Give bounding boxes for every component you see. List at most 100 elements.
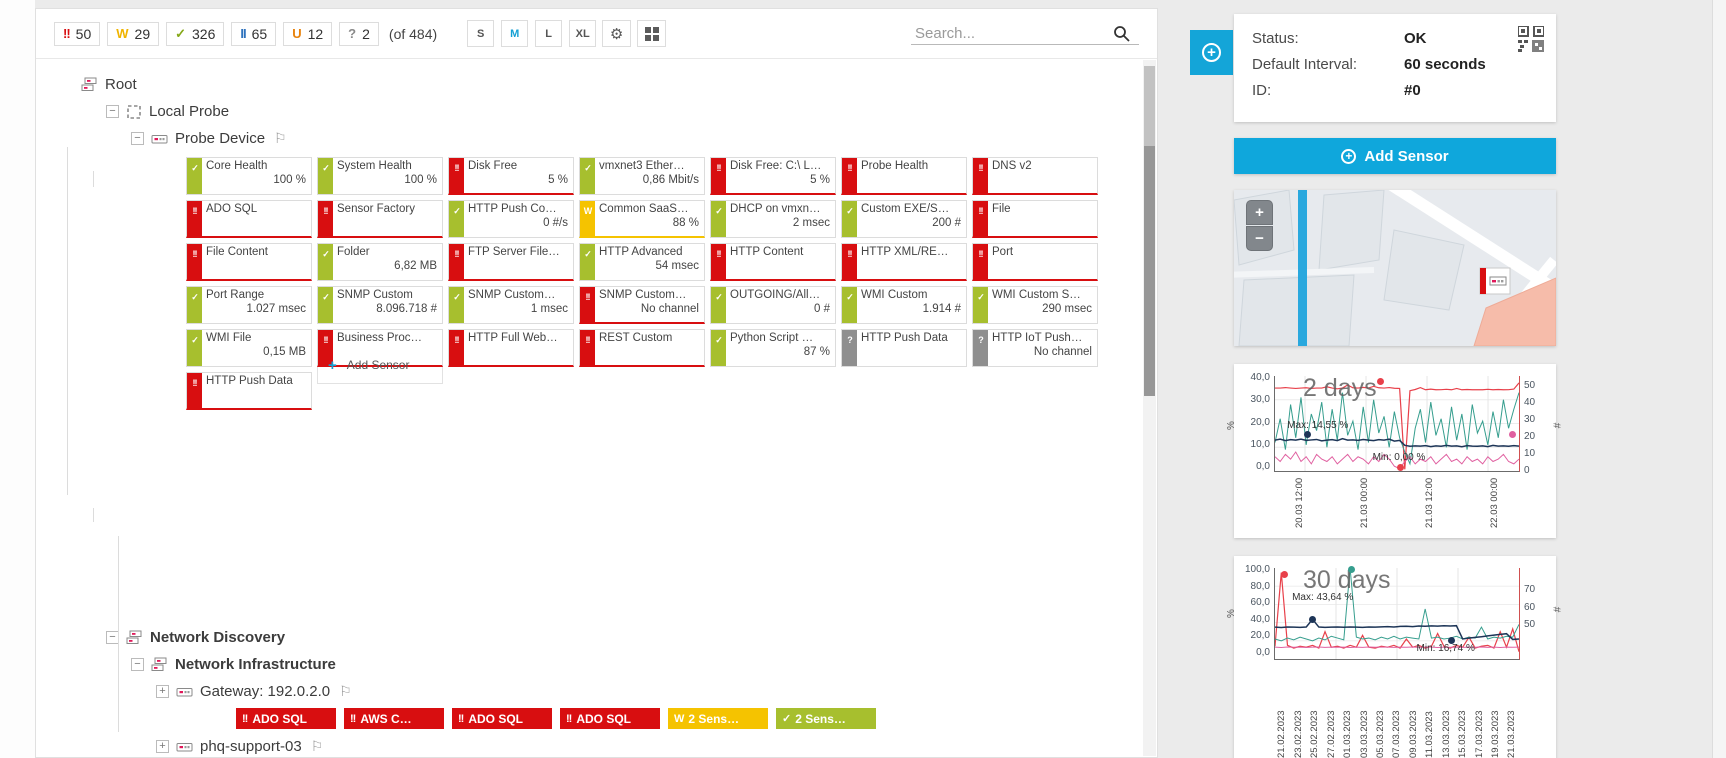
- sensor-name: Port Range: [206, 289, 265, 301]
- sensor-status-icon: ✓: [846, 292, 853, 302]
- status-filter-chip[interactable]: II 65: [231, 21, 277, 46]
- sensor-tile[interactable]: ? HTTP Push Data: [841, 329, 967, 367]
- sensor-tile[interactable]: !! HTTP XML/RE…: [841, 243, 967, 281]
- map-zoom-in-button[interactable]: +: [1246, 200, 1273, 225]
- tree-item-network-infrastructure[interactable]: − Network Infrastructure: [56, 651, 1157, 678]
- flag-icon[interactable]: ⚐: [274, 130, 287, 146]
- settings-gear-button[interactable]: ⚙: [602, 20, 632, 47]
- sensor-tile-compact[interactable]: !! ADO SQL: [560, 708, 660, 729]
- tree-item-gateway[interactable]: + Gateway: 192.0.2.0 ⚐: [56, 678, 1157, 705]
- sensor-tile[interactable]: !! SNMP Custom… No channel: [579, 286, 705, 324]
- sensor-tile-compact[interactable]: !! ADO SQL: [236, 708, 336, 729]
- sensor-tile[interactable]: ✓ Core Health 100 %: [186, 157, 312, 195]
- sensor-tile[interactable]: !! Business Proc…: [317, 329, 443, 367]
- map-zoom-out-button[interactable]: −: [1246, 226, 1273, 251]
- sensor-tile[interactable]: ✓ Port Range 1.027 msec: [186, 286, 312, 324]
- sensor-tile[interactable]: ✓ SNMP Custom… 1 msec: [448, 286, 574, 324]
- sensor-tile[interactable]: ✓ WMI File 0,15 MB: [186, 329, 312, 367]
- expand-toggle[interactable]: +: [156, 740, 169, 753]
- sensor-tile[interactable]: ✓ vmxnet3 Ether… 0,86 Mbit/s: [579, 157, 705, 195]
- sensor-tile[interactable]: !! Port: [972, 243, 1098, 281]
- sensor-tile[interactable]: ✓ Python Script … 87 %: [710, 329, 836, 367]
- sensor-tile[interactable]: !! Disk Free 5 %: [448, 157, 574, 195]
- sensor-tile[interactable]: ✓ WMI Custom S… 290 msec: [972, 286, 1098, 324]
- collapse-toggle[interactable]: −: [106, 105, 119, 118]
- sensor-tile[interactable]: !! Sensor Factory: [317, 200, 443, 238]
- sensor-tile[interactable]: !! Disk Free: C:\ L… 5 %: [710, 157, 836, 195]
- sensor-status-stripe: !!: [842, 158, 857, 193]
- sensor-tile[interactable]: ✓ DHCP on vmxn… 2 msec: [710, 200, 836, 238]
- sensor-tile-compact[interactable]: !! ADO SQL: [452, 708, 552, 729]
- status-filter-chip[interactable]: W 29: [107, 21, 160, 46]
- map-device-marker: [1479, 267, 1511, 295]
- collapse-toggle[interactable]: −: [131, 658, 144, 671]
- sensor-tile[interactable]: !! File: [972, 200, 1098, 238]
- graph-30-days-card[interactable]: % # 100,0 80,0 60,0 40,0 20,0 0,0 70 60 50: [1226, 556, 1564, 758]
- sensor-tile[interactable]: ✓ Folder 6,82 MB: [317, 243, 443, 281]
- sensor-tile[interactable]: ? HTTP IoT Push… No channel: [972, 329, 1098, 367]
- qr-code-icon[interactable]: [1518, 26, 1544, 52]
- add-sensor-button[interactable]: + Add Sensor: [1234, 138, 1556, 174]
- tree-item-local-probe[interactable]: − Local Probe: [56, 98, 1157, 125]
- geo-map-widget[interactable]: + −: [1234, 190, 1556, 346]
- sensor-value: 1.914 #: [922, 303, 961, 315]
- sensor-name: 2 Sens…: [795, 711, 846, 726]
- browser-scrollbar[interactable]: [1712, 0, 1726, 758]
- expand-toggle[interactable]: +: [156, 685, 169, 698]
- tile-size-button[interactable]: M: [501, 20, 529, 47]
- sensor-tile[interactable]: ✓ HTTP Push Co… 0 #/s: [448, 200, 574, 238]
- collapse-toggle[interactable]: −: [106, 631, 119, 644]
- sensor-status-icon: !!: [454, 163, 460, 173]
- sensor-name: ADO SQL: [252, 711, 307, 726]
- flag-icon[interactable]: ⚐: [310, 738, 324, 754]
- tile-size-button[interactable]: XL: [569, 20, 597, 47]
- tree-scrollbar-thumb[interactable]: [1144, 66, 1155, 396]
- tree-item-phq-support-03[interactable]: + phq-support-03 ⚐: [56, 733, 1157, 757]
- sensor-tile[interactable]: !! HTTP Full Web…: [448, 329, 574, 367]
- device-icon: [151, 134, 168, 143]
- tree-item-root[interactable]: Root: [56, 71, 1157, 98]
- status-label: Status:: [1252, 30, 1299, 47]
- status-filter-chip[interactable]: ✓ 326: [166, 21, 225, 46]
- status-filter-chip[interactable]: U 12: [283, 21, 333, 46]
- sensor-tile[interactable]: !! DNS v2: [972, 157, 1098, 195]
- sensor-value: 2 msec: [792, 217, 830, 229]
- tile-size-button[interactable]: S: [467, 20, 495, 47]
- sensor-tile[interactable]: ✓ OUTGOING/All… 0 #: [710, 286, 836, 324]
- tree-item-network-discovery[interactable]: − Network Discovery: [56, 624, 1157, 651]
- sensor-tile[interactable]: !! ADO SQL: [186, 200, 312, 238]
- probe-icon: [127, 104, 141, 119]
- group-icon: [151, 657, 167, 671]
- status-filter-chip[interactable]: !! 50: [54, 21, 101, 46]
- sensor-tile[interactable]: ✓ Custom EXE/S… 200 #: [841, 200, 967, 238]
- search-input[interactable]: [915, 24, 1105, 42]
- sensor-tile[interactable]: !! FTP Server File…: [448, 243, 574, 281]
- sensor-tile[interactable]: !! Probe Health: [841, 157, 967, 195]
- tile-size-button[interactable]: L: [535, 20, 563, 47]
- sensor-value: 100 %: [273, 174, 306, 186]
- sensor-tile-compact[interactable]: !! AWS C…: [344, 708, 444, 729]
- sensor-tile[interactable]: !! HTTP Push Data: [186, 372, 312, 410]
- sensor-tile[interactable]: ✓ System Health 100 %: [317, 157, 443, 195]
- sensor-tile[interactable]: !! File Content: [186, 243, 312, 281]
- sensor-tile-compact[interactable]: ✓ 2 Sens…: [776, 708, 876, 729]
- flag-icon[interactable]: ⚐: [339, 683, 352, 699]
- panel-add-button[interactable]: +: [1190, 30, 1233, 75]
- sensor-tile[interactable]: ✓ SNMP Custom 8.096.718 #: [317, 286, 443, 324]
- sensor-tile[interactable]: ✓ HTTP Advanced 54 msec: [579, 243, 705, 281]
- sensor-tile-compact[interactable]: W 2 Sens…: [668, 708, 768, 729]
- sensor-tile[interactable]: !! HTTP Content: [710, 243, 836, 281]
- sensor-name: File: [992, 203, 1011, 215]
- sensor-tile[interactable]: W Common SaaS… 88 %: [579, 200, 705, 238]
- search-icon[interactable]: [1113, 25, 1130, 42]
- sensor-status-icon: ✓: [715, 292, 722, 302]
- sensor-tile[interactable]: !! REST Custom: [579, 329, 705, 367]
- collapse-toggle[interactable]: −: [131, 132, 144, 145]
- graph-2-days-card[interactable]: % # 40,0 30,0 20,0 10,0 0,0 50 40 30 20 10 0: [1226, 364, 1564, 538]
- interval-value: 60 seconds: [1404, 56, 1486, 73]
- status-filter-chip[interactable]: ? 2: [339, 21, 379, 46]
- tree-scrollbar-track[interactable]: [1143, 60, 1156, 756]
- view-mode-button[interactable]: [637, 20, 667, 47]
- sensor-tile[interactable]: ✓ WMI Custom 1.914 #: [841, 286, 967, 324]
- tree-item-probe-device[interactable]: − Probe Device ⚐: [56, 125, 1157, 152]
